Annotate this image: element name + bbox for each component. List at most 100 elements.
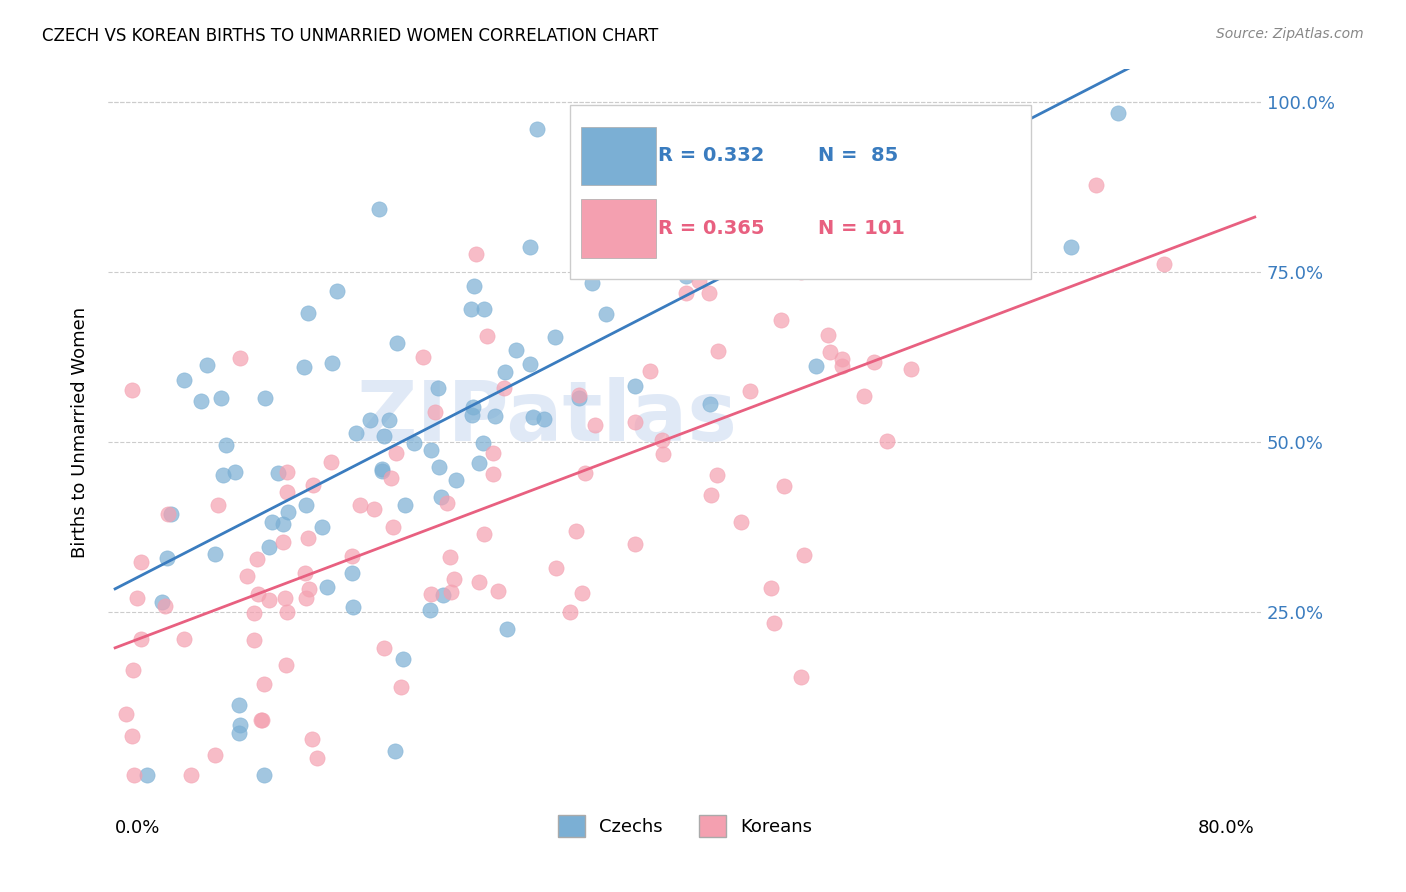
Point [688,274,710,288]
Point [150,595,173,609]
Point [581,276,603,290]
Text: R = 0.332: R = 0.332 [658,146,765,165]
Point [468,455,491,469]
Point [471,436,494,450]
Point [292,360,315,375]
Point [276,605,298,619]
Point [373,429,395,443]
Point [706,467,728,482]
Point [432,588,454,602]
Point [436,496,458,510]
Point [277,505,299,519]
Point [157,507,180,521]
Point [740,384,762,399]
Point [1107,106,1129,120]
Point [242,633,264,648]
Point [311,520,333,534]
Point [494,365,516,379]
Point [294,566,316,581]
Point [624,537,647,551]
Point [228,698,250,713]
Point [389,680,412,694]
Point [373,640,395,655]
Point [817,327,839,342]
Point [257,593,280,607]
FancyBboxPatch shape [569,105,1031,279]
Point [209,391,232,405]
Point [204,748,226,763]
Point [180,768,202,782]
Point [252,768,274,782]
Point [651,447,673,461]
Point [486,584,509,599]
Point [1153,257,1175,271]
FancyBboxPatch shape [581,127,657,185]
Point [349,498,371,512]
Point [465,247,488,261]
Point [236,569,259,583]
Point [321,455,343,469]
Point [682,229,704,244]
Point [651,433,673,447]
Point [122,768,145,782]
Point [526,122,548,136]
Text: Source: ZipAtlas.com: Source: ZipAtlas.com [1216,27,1364,41]
Point [877,205,900,219]
Point [576,185,599,199]
Point [567,388,589,402]
Point [394,498,416,512]
Point [378,413,401,427]
Point [257,541,280,555]
Point [571,585,593,599]
Point [129,632,152,647]
Point [876,434,898,448]
Point [638,363,661,377]
Y-axis label: Births to Unmarried Women: Births to Unmarried Women [72,306,89,558]
Point [301,732,323,747]
Point [831,352,853,367]
Point [820,345,842,359]
Legend: Czechs, Koreans: Czechs, Koreans [550,808,820,845]
Text: ZIPatlas: ZIPatlas [356,377,737,458]
Text: 80.0%: 80.0% [1198,819,1254,838]
Point [340,566,363,580]
Point [204,547,226,561]
Point [173,632,195,646]
Point [243,607,266,621]
FancyBboxPatch shape [581,199,657,258]
Point [371,464,394,478]
Point [675,268,697,283]
Point [271,516,294,531]
Point [706,344,728,359]
Point [522,409,544,424]
Point [484,409,506,424]
Point [253,676,276,690]
Point [675,285,697,300]
Point [359,413,381,427]
Point [460,302,482,317]
Point [477,328,499,343]
Point [402,436,425,450]
Point [461,401,484,415]
Point [114,707,136,722]
Point [274,591,297,605]
Point [838,248,860,262]
Point [773,479,796,493]
Point [295,498,318,512]
Point [494,381,516,395]
Point [387,336,409,351]
Point [385,446,408,460]
Point [700,488,723,502]
Point [759,581,782,595]
Point [519,239,541,253]
Point [482,467,505,481]
Point [565,524,588,539]
Text: R = 0.365: R = 0.365 [658,219,765,238]
Text: CZECH VS KOREAN BIRTHS TO UNMARRIED WOMEN CORRELATION CHART: CZECH VS KOREAN BIRTHS TO UNMARRIED WOME… [42,27,658,45]
Point [342,549,364,563]
Point [129,555,152,569]
Point [574,466,596,480]
Point [900,362,922,376]
Point [297,306,319,320]
Point [533,411,555,425]
